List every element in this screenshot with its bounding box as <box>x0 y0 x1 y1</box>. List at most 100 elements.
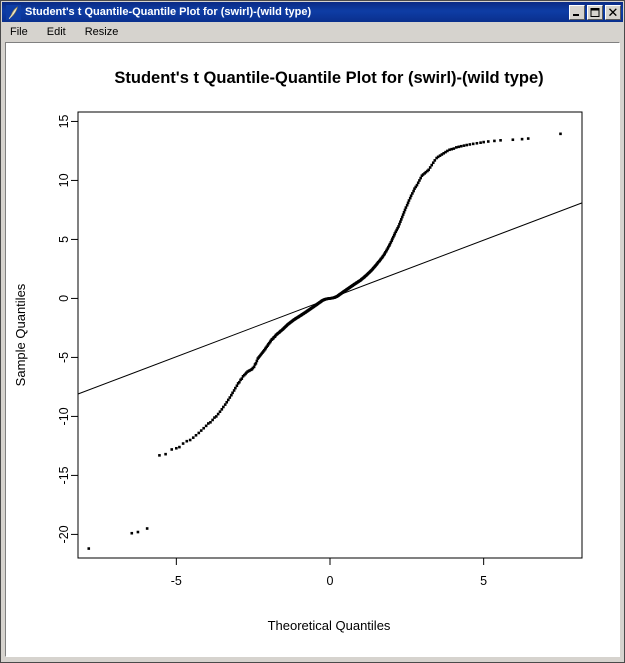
data-point <box>396 226 399 230</box>
data-point <box>136 530 140 534</box>
data-point <box>164 452 167 456</box>
data-point <box>520 137 524 141</box>
data-point <box>431 161 435 165</box>
axes-group: -5 0 5 15 10 5 0 -5 -10 -15 -20 <box>57 114 487 588</box>
data-point <box>452 147 456 150</box>
data-point <box>401 213 405 216</box>
data-point <box>223 403 227 406</box>
maximize-button[interactable] <box>587 4 603 20</box>
quill-pen-icon <box>6 4 21 20</box>
data-point <box>181 442 185 445</box>
data-point <box>412 189 415 193</box>
data-point <box>409 194 413 198</box>
y-axis-label: Sample Quantiles <box>13 283 28 386</box>
data-point <box>406 201 410 205</box>
data-point <box>230 393 233 397</box>
data-point <box>559 132 562 136</box>
data-point <box>450 147 453 151</box>
data-point <box>418 179 421 182</box>
data-point <box>400 215 404 219</box>
data-point <box>231 391 234 395</box>
y-tick-label: 10 <box>57 173 71 187</box>
data-point <box>170 448 174 451</box>
data-point <box>405 203 409 207</box>
data-point <box>471 142 475 146</box>
data-point <box>465 143 469 147</box>
data-point <box>499 139 502 142</box>
data-point <box>424 170 428 174</box>
data-point <box>220 408 224 411</box>
data-point <box>395 228 398 232</box>
data-point <box>197 431 201 435</box>
data-point <box>391 237 394 241</box>
y-tick-label: 0 <box>57 295 71 302</box>
data-point <box>442 152 446 155</box>
data-point <box>130 531 134 535</box>
y-tick-label: -10 <box>57 407 71 425</box>
data-point <box>430 163 434 167</box>
data-point <box>240 377 244 380</box>
data-point <box>486 140 490 143</box>
data-point <box>402 210 406 214</box>
data-point <box>87 547 91 550</box>
window-controls <box>569 4 621 20</box>
window-title: Student's t Quantile-Quantile Plot for (… <box>25 6 312 18</box>
data-point <box>479 141 482 144</box>
menu-item-edit[interactable]: Edit <box>46 26 66 38</box>
title-bar: Student's t Quantile-Quantile Plot for (… <box>2 2 623 22</box>
close-button[interactable] <box>605 4 621 20</box>
y-tick-label: -5 <box>57 352 71 363</box>
data-point <box>482 140 485 144</box>
data-point <box>475 141 479 145</box>
data-point <box>188 438 192 442</box>
menu-item-file[interactable]: File <box>10 26 28 38</box>
data-point <box>408 196 412 200</box>
data-point <box>202 426 205 430</box>
y-tick-label: -20 <box>57 525 71 543</box>
data-point <box>388 244 391 247</box>
data-point <box>399 220 402 224</box>
data-point <box>213 416 216 419</box>
x-tick-label: 5 <box>480 574 487 588</box>
data-point <box>393 232 397 235</box>
data-point <box>386 247 390 250</box>
plot-canvas: Student's t Quantile-Quantile Plot for (… <box>5 42 620 657</box>
data-point <box>252 365 256 369</box>
y-tick-label: 5 <box>57 236 71 243</box>
qq-plot: Student's t Quantile-Quantile Plot for (… <box>13 69 583 633</box>
data-point <box>468 143 472 146</box>
data-point <box>455 146 458 149</box>
data-point <box>436 155 440 159</box>
data-point <box>145 527 149 530</box>
data-point <box>462 144 466 147</box>
menu-item-resize[interactable]: Resize <box>84 26 119 38</box>
data-point <box>457 145 461 149</box>
plot-frame <box>77 111 583 559</box>
y-tick-label: 15 <box>57 114 71 128</box>
data-point <box>404 206 408 209</box>
data-point <box>407 199 411 202</box>
data-point <box>438 154 442 157</box>
data-point <box>511 138 515 142</box>
data-point <box>444 150 447 154</box>
data-point <box>385 248 389 252</box>
data-point <box>175 446 178 450</box>
data-point <box>218 410 222 413</box>
data-point <box>228 396 232 399</box>
data-point <box>388 242 392 246</box>
data-point <box>448 148 451 152</box>
data-point <box>392 235 395 239</box>
data-point <box>400 218 403 221</box>
data-point <box>421 173 425 176</box>
data-point <box>428 166 432 169</box>
data-point <box>397 225 400 228</box>
data-point <box>415 183 419 187</box>
data-point <box>389 241 393 244</box>
data-point <box>416 181 420 185</box>
minimize-button[interactable] <box>569 4 585 20</box>
data-point <box>254 362 258 365</box>
data-point <box>255 359 259 363</box>
data-point <box>427 168 430 172</box>
data-point <box>232 389 236 392</box>
